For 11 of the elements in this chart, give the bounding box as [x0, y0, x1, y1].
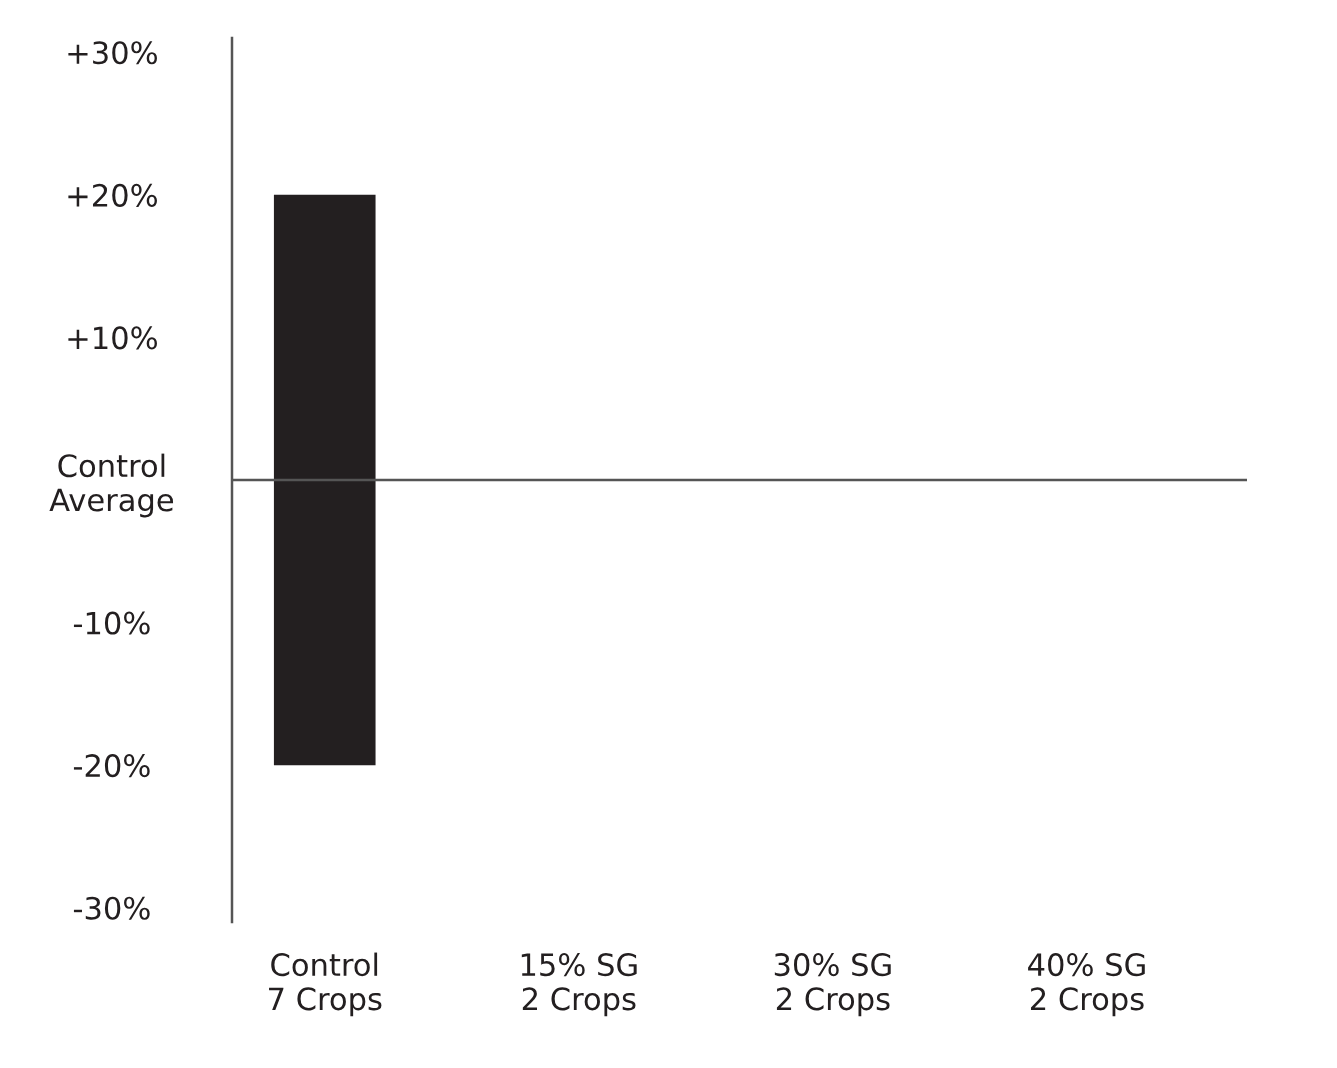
- y-tick-label: -30%: [73, 896, 150, 920]
- y-tick-label: -10%: [73, 611, 150, 635]
- y-tick-label: +30%: [68, 41, 157, 65]
- y-tick-label: -20%: [73, 754, 150, 778]
- x-tick-label: 30% SG 2 Crops: [774, 953, 891, 1017]
- y-tick-label: Control Average: [49, 453, 174, 518]
- x-tick-label: Control 7 Crops: [269, 952, 382, 1017]
- y-tick-label: +20%: [68, 183, 157, 207]
- x-tick-label: 40% SG 2 Crops: [1028, 953, 1145, 1017]
- x-tick-label: 15% SG 2 Crops: [521, 953, 637, 1017]
- y-tick-label: +10%: [68, 326, 157, 350]
